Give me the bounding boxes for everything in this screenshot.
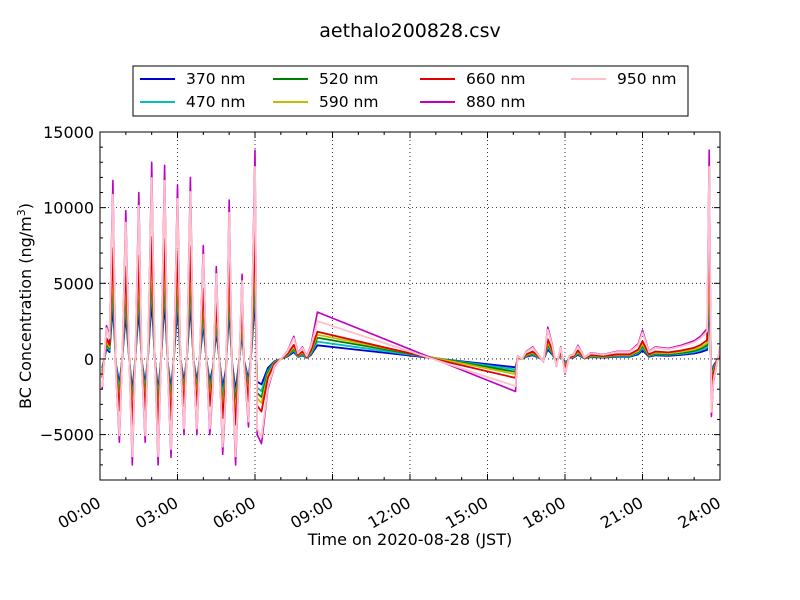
plot-border bbox=[99, 131, 721, 481]
series-line-950-nm bbox=[101, 165, 720, 458]
x-tick-label: 21:00 bbox=[597, 493, 646, 533]
y-axis-label: BC Concentration (ng/m3) bbox=[15, 203, 35, 409]
legend-label: 590 nm bbox=[319, 93, 378, 111]
chart-title: aethalo200828.csv bbox=[319, 20, 501, 42]
legend-label: 880 nm bbox=[466, 93, 525, 111]
x-tick-labels: 00:00 03:00 06:00 09:00 12:00 15:00 18:00 21:00… bbox=[55, 493, 724, 533]
plot-area bbox=[99, 131, 721, 481]
y-tick-label: 10000 bbox=[43, 199, 94, 218]
x-tick-label: 18:00 bbox=[520, 493, 569, 533]
x-tick-label: 00:00 bbox=[55, 493, 104, 533]
x-axis-label: Time on 2020-08-28 (JST) bbox=[307, 530, 512, 549]
legend-label: 660 nm bbox=[466, 70, 525, 88]
legend: 370 nm 470 nm 520 nm 590 nm 660 nm 880 nm 950 … bbox=[132, 65, 689, 117]
legend-label: 370 nm bbox=[186, 70, 245, 88]
y-tick-labels: −5000 0 5000 10000 15000 bbox=[40, 123, 94, 445]
y-axis-label-sup: 3 bbox=[15, 209, 28, 216]
y-tick-label: 0 bbox=[84, 350, 94, 369]
y-tick-label: 15000 bbox=[43, 123, 94, 142]
y-axis-label-main: BC Concentration (ng/m bbox=[16, 216, 35, 409]
legend-label: 950 nm bbox=[617, 70, 676, 88]
series-lines bbox=[101, 149, 720, 466]
x-tick-label: 03:00 bbox=[132, 493, 181, 533]
legend-box bbox=[132, 65, 689, 117]
legend-label: 520 nm bbox=[319, 70, 378, 88]
x-tick-label: 06:00 bbox=[210, 493, 259, 533]
x-tick-label: 12:00 bbox=[365, 493, 414, 533]
x-tick-label: 24:00 bbox=[675, 493, 724, 533]
y-tick-label: −5000 bbox=[40, 426, 94, 445]
y-tick-label: 5000 bbox=[53, 274, 94, 293]
grid bbox=[99, 132, 721, 480]
x-tick-label: 15:00 bbox=[442, 493, 491, 533]
legend-label: 470 nm bbox=[186, 93, 245, 111]
y-axis-label-end: ) bbox=[16, 203, 35, 209]
x-tick-label: 09:00 bbox=[287, 493, 336, 533]
